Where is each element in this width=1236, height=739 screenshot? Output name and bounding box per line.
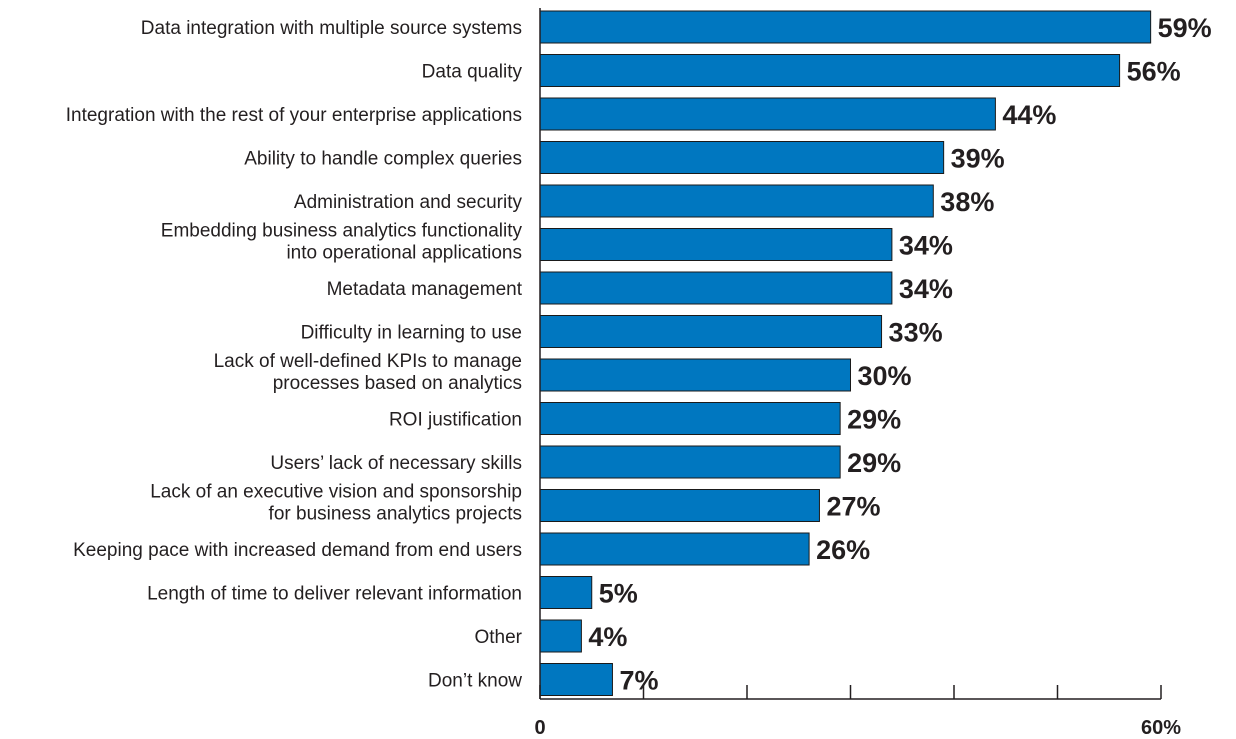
category-label: Difficulty in learning to use [301,323,522,344]
value-label: 26% [816,535,870,565]
bar [539,532,810,566]
value-label: 38% [940,187,994,217]
category-label: into operational applications [286,243,522,264]
bar [539,54,1121,87]
category-label: Embedding business analytics functionali… [161,221,523,242]
bar [539,402,841,435]
category-label: Ability to handle complex queries [244,149,522,170]
bar [539,576,593,609]
value-label: 5% [599,579,638,609]
category-label: Metadata management [327,279,523,300]
value-label: 30% [858,361,912,391]
category-label: Users’ lack of necessary skills [270,453,522,474]
category-label: Integration with the rest of your enterp… [66,105,522,126]
value-label: 34% [899,274,953,304]
bar [539,315,883,348]
bar [539,228,893,261]
value-label: 4% [588,622,627,652]
bar [539,141,945,174]
labels-layer: 59% Data integration with multiple source… [66,13,1212,739]
value-label: 27% [826,492,880,522]
x-axis [539,8,1162,700]
category-label: Other [474,627,522,648]
bar [539,10,1152,44]
value-label: 39% [951,144,1005,174]
category-label: Administration and security [294,192,523,213]
bar [539,271,893,305]
category-label: for business analytics projects [269,504,522,525]
value-label: 59% [1158,13,1212,43]
category-label: processes based on analytics [273,373,522,394]
value-label: 7% [619,666,658,696]
value-label: 29% [847,448,901,478]
bar [539,184,934,218]
category-label: Lack of an executive vision and sponsors… [150,482,522,503]
category-label: ROI justification [389,410,522,431]
value-label: 33% [889,318,943,348]
x-tick-label: 0 [534,717,545,739]
category-label: Keeping pace with increased demand from … [73,540,522,561]
bar [539,619,582,653]
bar [539,663,613,696]
value-label: 34% [899,231,953,261]
bars-layer [539,10,1152,696]
bar [539,358,851,392]
value-label: 29% [847,405,901,435]
category-label: Data quality [422,62,523,83]
category-label: Data integration with multiple source sy… [141,18,522,39]
value-label: 44% [1002,100,1056,130]
category-label: Lack of well-defined KPIs to manage [214,351,522,372]
category-label: Length of time to deliver relevant infor… [147,584,522,605]
category-label: Don’t know [428,671,522,692]
value-label: 56% [1127,57,1181,87]
bar [539,489,820,522]
x-tick-label: 60% [1141,717,1181,739]
bar [539,97,996,131]
bar [539,445,841,479]
